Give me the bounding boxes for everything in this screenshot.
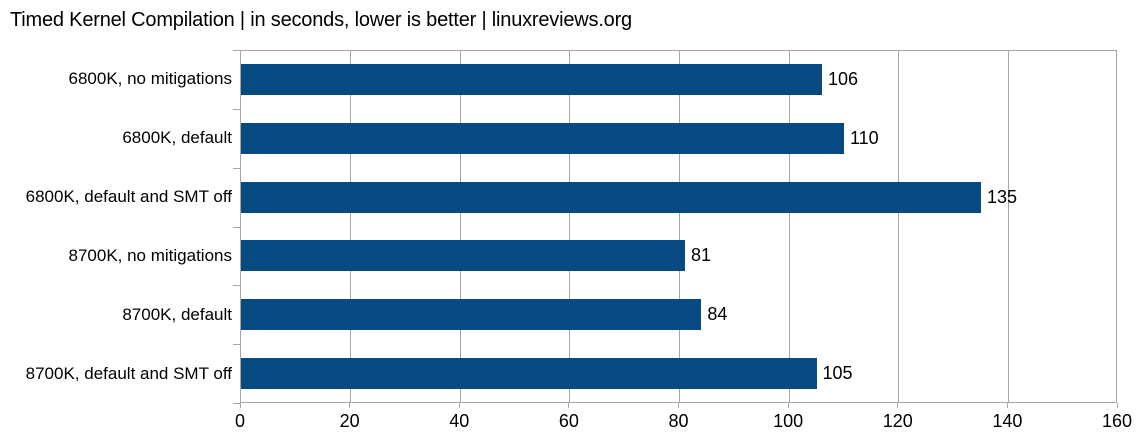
x-tick — [1116, 403, 1118, 408]
gridline — [350, 51, 352, 402]
bar — [241, 63, 822, 95]
x-tick — [349, 403, 351, 408]
x-tick — [1006, 403, 1008, 408]
gridline — [459, 51, 461, 402]
x-tick — [458, 403, 460, 408]
gridline — [788, 51, 790, 402]
bar-value-label: 81 — [690, 245, 711, 266]
x-tick-label: 100 — [773, 411, 804, 431]
category-label: 6800K, no mitigations — [68, 69, 233, 89]
category-tick — [233, 167, 240, 169]
category-tick — [233, 108, 240, 110]
x-tick-label: 160 — [1101, 411, 1133, 431]
category-label: 8700K, no mitigations — [68, 245, 233, 265]
x-tick — [678, 403, 679, 408]
category-tick — [233, 50, 240, 51]
x-tick-label: 140 — [992, 411, 1023, 431]
x-tick-label: 0 — [234, 411, 246, 431]
bar — [241, 240, 685, 272]
gridline — [898, 51, 900, 402]
category-label: 8700K, default and SMT off — [25, 363, 232, 383]
x-tick-label: 20 — [339, 411, 360, 431]
category-label: 6800K, default — [122, 128, 232, 148]
x-tick — [568, 403, 570, 408]
bar-value-label: 135 — [986, 186, 1018, 207]
bar-value-label: 105 — [822, 363, 853, 384]
category-tick — [233, 344, 240, 346]
plot-area: 106 110 135 81 84 105 — [240, 50, 1117, 403]
bar — [241, 358, 817, 390]
chart-title: Timed Kernel Compilation | in seconds, l… — [10, 9, 632, 31]
x-tick — [897, 403, 899, 408]
bar — [241, 299, 702, 331]
x-tick-label: 80 — [668, 411, 689, 431]
category-tick — [233, 403, 240, 404]
bar-value-label: 106 — [828, 68, 859, 89]
category-label: 6800K, default and SMT off — [25, 187, 232, 207]
gridline — [569, 51, 571, 402]
bar — [241, 181, 981, 213]
x-tick-label: 120 — [882, 411, 913, 431]
x-tick — [239, 403, 241, 408]
bar — [241, 122, 844, 154]
x-tick-label: 40 — [449, 411, 470, 431]
category-tick — [233, 226, 240, 228]
x-tick-label: 60 — [558, 411, 579, 431]
category-label: 8700K, default — [122, 304, 232, 324]
x-tick — [787, 403, 789, 408]
category-tick — [233, 285, 240, 287]
bar-value-label: 84 — [707, 304, 728, 325]
gridline — [679, 51, 680, 402]
gridline — [1007, 51, 1009, 402]
bar-value-label: 110 — [849, 127, 879, 148]
